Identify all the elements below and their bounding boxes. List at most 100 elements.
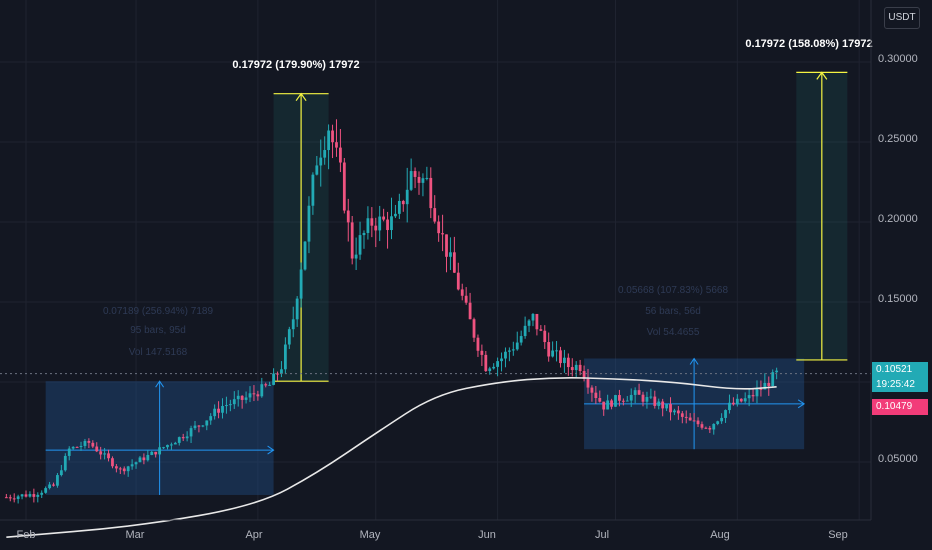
candle-body	[653, 396, 657, 406]
time-tick-label: Jun	[478, 529, 496, 541]
candle-body	[645, 397, 649, 402]
moving-average-line	[6, 377, 777, 538]
candle-body	[621, 400, 625, 402]
candle-body	[751, 395, 755, 397]
range-right-label-2: 56 bars, 56d	[645, 306, 701, 317]
candle-body	[680, 413, 684, 417]
range-arrow-head	[797, 399, 806, 409]
candle-body	[268, 384, 272, 386]
candle-body	[272, 373, 275, 385]
candle-body	[574, 364, 578, 371]
candle-body	[32, 494, 36, 497]
candle-body	[111, 458, 114, 467]
candle-body	[480, 350, 484, 355]
candle-body	[563, 357, 566, 364]
candle-body	[99, 451, 103, 455]
moving-average-tag: 0.10479	[872, 399, 928, 415]
candle-body	[641, 394, 645, 402]
candle-body	[394, 213, 397, 217]
candle-body	[209, 416, 213, 421]
candle-body	[559, 350, 562, 364]
candle-body	[496, 361, 499, 367]
candle-body	[614, 395, 617, 407]
time-tick-label: Mar	[126, 529, 145, 541]
candle-body	[696, 420, 700, 425]
candle-body	[661, 401, 665, 409]
candle-body	[449, 252, 452, 257]
candle-body	[170, 444, 173, 446]
candle-body	[24, 494, 28, 497]
price-axis[interactable]: 0.30000 0.25000 0.20000 0.15000 0.05000	[878, 53, 918, 465]
range-right-label-3: Vol 54.4655	[647, 327, 700, 338]
candle-body	[260, 384, 264, 397]
candle-body	[405, 189, 409, 205]
candle-body	[535, 313, 539, 330]
candle-body	[586, 378, 590, 388]
candle-body	[346, 210, 350, 223]
candle-body	[354, 254, 358, 259]
time-tick-label: Feb	[17, 529, 36, 541]
candle-body	[716, 421, 720, 424]
measure-apr[interactable]	[273, 92, 329, 382]
date-range-right[interactable]	[584, 357, 806, 450]
candle-body	[358, 235, 362, 255]
candle-body	[154, 451, 158, 455]
price-tick-label: 0.30000	[878, 53, 918, 65]
candle-body	[409, 171, 413, 190]
candle-body	[708, 427, 712, 430]
candle-body	[138, 457, 142, 463]
candle-body	[103, 453, 106, 455]
candle-body	[735, 398, 739, 405]
candle-body	[299, 269, 303, 299]
time-axis[interactable]: Feb Mar Apr May Jun Jul Aug Sep	[17, 529, 848, 541]
candle-body	[590, 387, 594, 393]
candle-body	[692, 420, 696, 422]
candle-body	[150, 451, 154, 455]
candle-body	[511, 349, 515, 351]
measure-forecast[interactable]	[796, 71, 848, 361]
candle-body	[519, 336, 523, 343]
candle-body	[236, 395, 240, 400]
candle-body	[543, 330, 547, 343]
candle-body	[684, 416, 688, 418]
candle-body	[339, 147, 342, 163]
candle-body	[547, 342, 551, 357]
candle-body	[362, 232, 366, 236]
candle-body	[531, 313, 535, 321]
candle-body	[197, 425, 201, 427]
candle-body	[95, 446, 99, 452]
candle-body	[401, 200, 405, 205]
candle-body	[91, 442, 95, 447]
candle-body	[555, 350, 558, 352]
candle-body	[8, 497, 12, 499]
candle-body	[16, 496, 20, 499]
candle-body	[386, 219, 389, 231]
candle-body	[445, 234, 448, 257]
candle-body	[40, 492, 44, 495]
time-tick-label: Apr	[245, 529, 262, 541]
candle-body	[370, 218, 374, 226]
currency-selector[interactable]: USDT	[884, 7, 920, 29]
candle-body	[366, 218, 370, 233]
candle-body	[71, 446, 75, 449]
candle-body	[767, 382, 771, 387]
price-tick-label: 0.15000	[878, 293, 918, 305]
candle-body	[63, 455, 67, 471]
candle-body	[335, 142, 338, 148]
candle-body	[28, 494, 32, 497]
candle-body	[523, 325, 527, 337]
price-tick-label: 0.20000	[878, 213, 918, 225]
candle-body	[637, 390, 641, 395]
candle-body	[295, 298, 299, 320]
candle-body	[20, 494, 24, 497]
candle-body	[83, 440, 87, 446]
bar-countdown: 19:25:42	[876, 379, 915, 390]
candle-body	[307, 205, 311, 242]
candle-body	[598, 398, 602, 402]
candle-body	[676, 410, 680, 414]
candle-body	[185, 436, 189, 439]
candle-body	[374, 225, 378, 231]
candle-body	[578, 364, 582, 372]
